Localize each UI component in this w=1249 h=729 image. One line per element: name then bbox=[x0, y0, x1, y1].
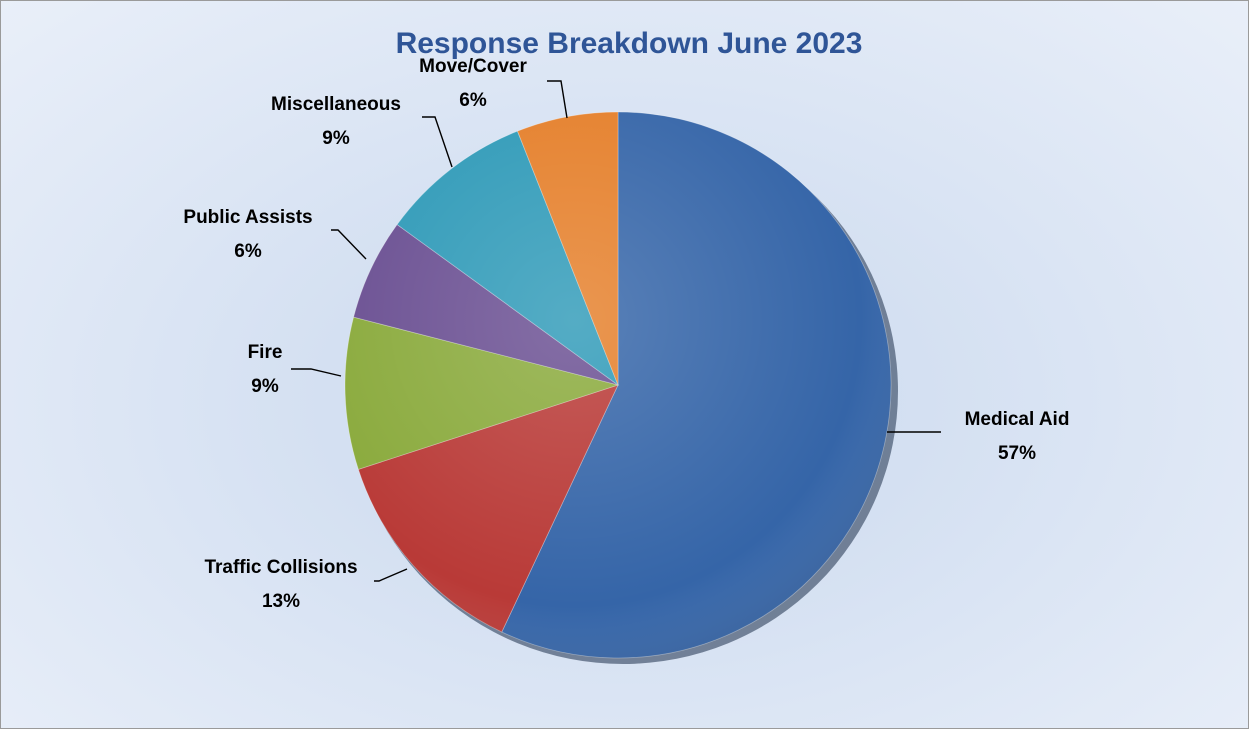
slice-percent-public-assists: 6% bbox=[234, 241, 262, 262]
leader-line-move-cover bbox=[547, 80, 568, 119]
leader-line-miscellaneous bbox=[422, 116, 453, 168]
slice-percent-move-cover: 6% bbox=[459, 90, 487, 111]
slice-percent-fire: 9% bbox=[251, 376, 279, 397]
slice-percent-medical-aid: 57% bbox=[998, 443, 1036, 464]
leader-line-fire bbox=[291, 368, 342, 377]
slice-label-miscellaneous: Miscellaneous bbox=[271, 94, 401, 115]
slice-percent-miscellaneous: 9% bbox=[322, 128, 350, 149]
slice-label-medical-aid: Medical Aid bbox=[965, 409, 1070, 430]
slice-label-move-cover: Move/Cover bbox=[419, 56, 527, 77]
leader-line-traffic-collisions bbox=[374, 568, 408, 582]
slice-percent-traffic-collisions: 13% bbox=[262, 591, 300, 612]
chart-title: Response Breakdown June 2023 bbox=[396, 27, 863, 60]
slice-label-traffic-collisions: Traffic Collisions bbox=[204, 557, 357, 578]
slice-label-fire: Fire bbox=[248, 342, 283, 363]
leader-line-public-assists bbox=[331, 229, 367, 260]
slice-label-public-assists: Public Assists bbox=[183, 207, 312, 228]
